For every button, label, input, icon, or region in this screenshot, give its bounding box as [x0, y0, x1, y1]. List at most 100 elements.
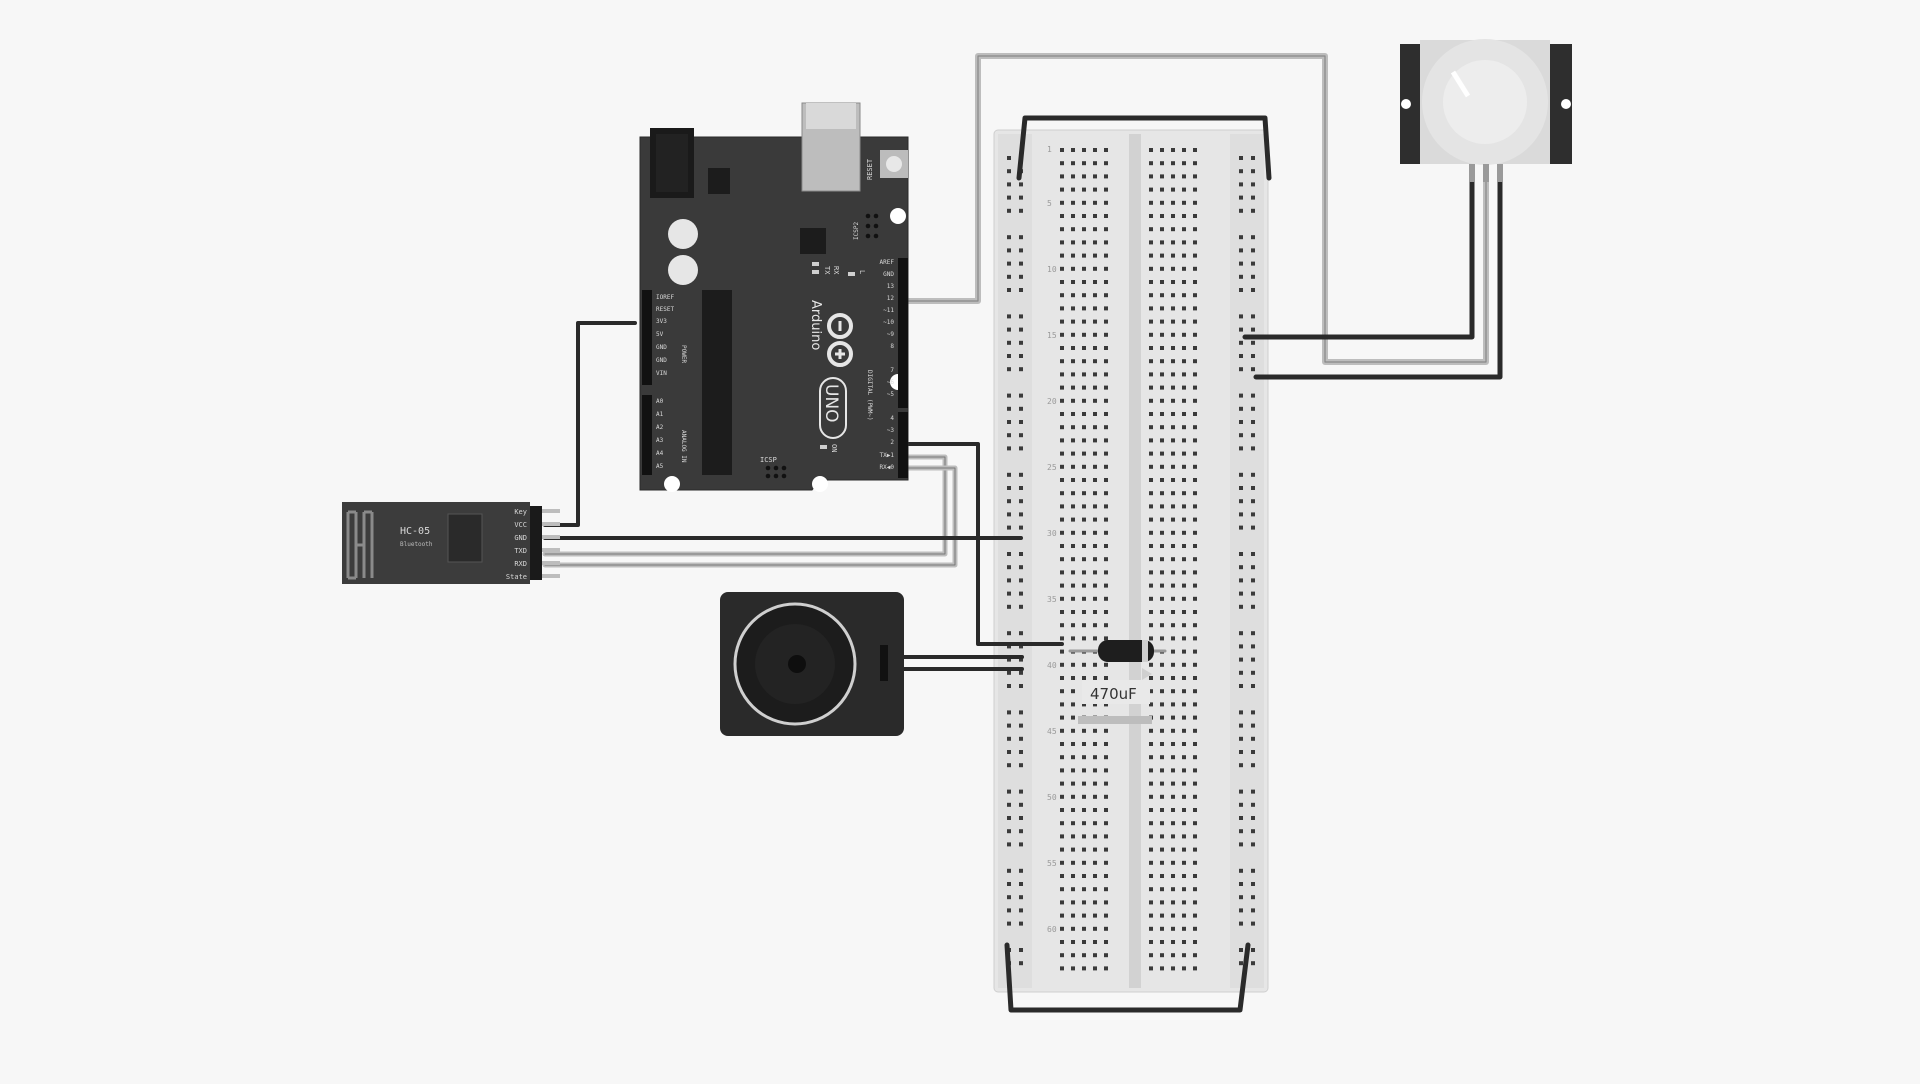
pin-label: ~5 [887, 391, 895, 398]
pir-mount-hole [1561, 99, 1571, 109]
hc05-pins [542, 509, 560, 578]
wire-pin9-to-capacitor [901, 442, 1064, 646]
rx-led-label: RX [832, 266, 840, 275]
wire-arduino-rx-to-hc05-txd-edge [544, 467, 956, 566]
analog-pin-labels: A0 A1 A2 A3 A4 A5 [656, 398, 664, 470]
capacitor-value-label: 470uF [1090, 685, 1137, 703]
pin-label: State [506, 573, 527, 581]
pin-label: IOREF [656, 294, 674, 301]
pin-label: A4 [656, 450, 664, 457]
pin-label: A5 [656, 463, 664, 470]
hc05-name: HC-05 [400, 526, 430, 537]
usb-chip [800, 228, 826, 254]
row-number: 60 [1047, 925, 1057, 934]
breadboard: 1 5 10 15 20 25 30 35 40 45 50 55 60 [993, 129, 1269, 993]
pin-label: RX◀0 [880, 464, 895, 471]
wire-bottom-rail-jumper [1004, 942, 1251, 1013]
pin-label: A0 [656, 398, 664, 405]
arduino-logo [827, 313, 853, 367]
row-number: 1 [1047, 145, 1052, 154]
capacitor-body [1098, 640, 1154, 662]
wire-top-rail-jumper [1016, 115, 1272, 181]
pin-label: AREF [880, 259, 895, 266]
pir-fresnel-dome-shade [1443, 60, 1527, 144]
wire-pir-gnd [1253, 177, 1503, 380]
pin-label: ~3 [887, 427, 895, 434]
pin-label: RESET [656, 306, 674, 313]
arduino-uno-board: RESET ICSP ICSP2 TX RX L ON [639, 102, 909, 492]
capacitor-stripe [1142, 640, 1148, 662]
pin-label: 4 [890, 415, 894, 422]
icsp-header [765, 465, 787, 479]
pin-label: ~6 [887, 379, 895, 386]
on-led [820, 445, 827, 449]
pin-label: GND [883, 271, 894, 278]
mounting-hole [890, 208, 906, 224]
pin-label: ~10 [883, 319, 894, 326]
wire-arduino-tx-to-hc05-rxd-edge [544, 456, 946, 555]
pin-label: VIN [656, 370, 667, 377]
pin-label: ~11 [883, 307, 894, 314]
mounting-hole [664, 476, 680, 492]
pin-label: RXD [514, 560, 527, 568]
analog-label: ANALOG IN [680, 430, 687, 463]
pir-mount-hole [1401, 99, 1411, 109]
hc05-pin-labels: Key VCC GND TXD RXD State [506, 508, 527, 581]
pin-label: TX▶1 [880, 452, 895, 459]
capacitor-label-box [1082, 680, 1150, 704]
power-pin-labels: IOREF RESET 3V3 5V GND GND VIN [656, 294, 674, 377]
hc05-chip [447, 513, 483, 563]
pin-label: Key [514, 508, 527, 516]
capacitor-pointer [1142, 668, 1152, 680]
reset-button-cap[interactable] [886, 156, 902, 172]
row-number: 20 [1047, 397, 1057, 406]
pin-label: 5V [656, 331, 664, 338]
pin-label: ~9 [887, 331, 895, 338]
hc05-subtitle: Bluetooth [400, 541, 433, 548]
pin-label: TXD [514, 547, 527, 555]
icsp-label: ICSP [760, 456, 777, 464]
usb-connector-top [806, 103, 856, 129]
row-number: 30 [1047, 529, 1057, 538]
pin-label: A3 [656, 437, 664, 444]
on-label: ON [830, 444, 838, 452]
hc05-bluetooth-module: HC-05 Bluetooth Key VCC GND TXD RXD Stat… [342, 502, 560, 584]
pin-label: A1 [656, 411, 664, 418]
speaker-dust-cap [788, 655, 806, 673]
power-header [642, 290, 652, 385]
pin-label: 7 [890, 367, 894, 374]
hc05-pin-header [530, 506, 542, 580]
arduino-brand: Arduino [808, 300, 823, 350]
microcontroller [702, 290, 732, 475]
pin-label: VCC [514, 521, 527, 529]
row-number: 15 [1047, 331, 1057, 340]
rx-led [812, 270, 819, 274]
icsp2-header [865, 213, 879, 239]
wire-hc05-vcc-to-5v [543, 321, 637, 527]
row-number: 10 [1047, 265, 1057, 274]
pin-label: 2 [890, 439, 894, 446]
analog-header [642, 395, 652, 475]
hc05-pcb [342, 502, 530, 584]
breadboard-rail-left [998, 134, 1032, 988]
uno-badge: UNO [819, 377, 847, 439]
pin-label: GND [514, 534, 527, 542]
pir-motion-sensor [1400, 39, 1572, 182]
reset-label: RESET [866, 158, 874, 180]
wires [542, 53, 1503, 1013]
digital-header-low [898, 412, 908, 478]
pin-label: 13 [887, 283, 895, 290]
pir-pins [1469, 164, 1503, 182]
capacitor-label-underline [1078, 716, 1152, 724]
breadboard-rail-right [1230, 134, 1264, 988]
bluetooth-antenna-icon [346, 510, 374, 580]
pin-label: 8 [890, 343, 894, 350]
pin-label: GND [656, 357, 667, 364]
power-label: POWER [680, 345, 687, 363]
voltage-regulator [708, 168, 730, 194]
l-led-label: L [858, 270, 866, 274]
mounting-hole [812, 476, 828, 492]
pin-label: 12 [887, 295, 895, 302]
board-capacitor [668, 255, 698, 285]
